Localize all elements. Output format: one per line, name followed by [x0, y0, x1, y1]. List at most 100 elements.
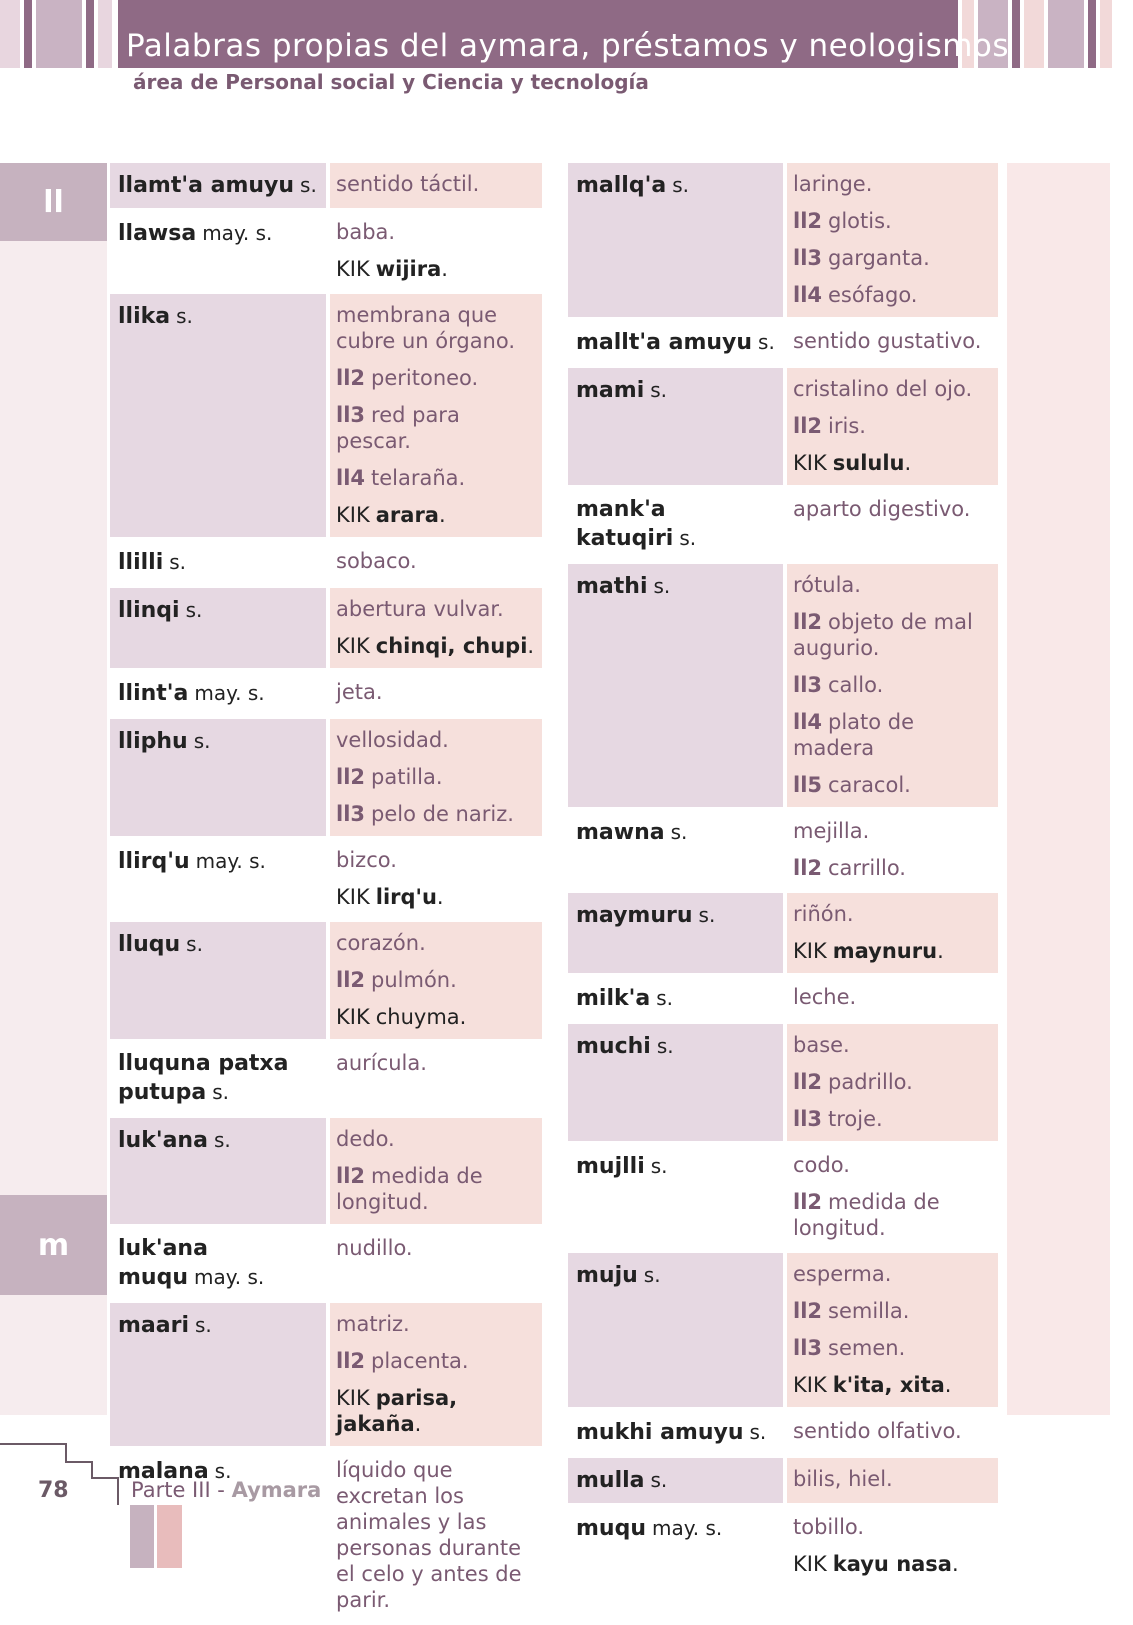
sense: KIK kayu nasa.	[793, 1546, 992, 1583]
headword: llinqi	[118, 598, 180, 623]
part-of-speech: s.	[195, 1313, 212, 1337]
sense: ll2 glotis.	[793, 203, 992, 240]
sense-cell: rótula. ll2 objeto de mal augurio. ll3 callo…	[787, 564, 998, 807]
sense: esperma.	[793, 1256, 992, 1293]
sense-text: riñón.	[793, 902, 854, 926]
sense: aurícula.	[336, 1045, 536, 1082]
sense-text: .	[951, 1552, 959, 1576]
entry: mallt'a amuyu s. sentido gustativo.	[568, 320, 998, 365]
sense-text: sobaco.	[336, 549, 417, 573]
sense: ll3 garganta.	[793, 240, 992, 277]
sense: ll2 medida de longitud.	[793, 1184, 992, 1247]
sense-text: esperma.	[793, 1262, 892, 1286]
entry: mulla s. bilis, hiel.	[568, 1458, 998, 1503]
part-of-speech: s.	[749, 1420, 767, 1444]
headword-cell: mami s.	[568, 368, 783, 485]
headword: llint'a	[118, 681, 189, 706]
sense: ll2 peritoneo.	[336, 360, 536, 397]
headword: mami	[576, 378, 645, 403]
headword-cell: mukhi amuyu s.	[568, 1410, 783, 1455]
sense-bold: k'ita, xita	[832, 1373, 945, 1397]
sense-text: jeta.	[336, 680, 383, 704]
sense-text: carrillo.	[828, 856, 906, 880]
sense-cell: aurícula.	[330, 1042, 542, 1115]
sense: jeta.	[336, 674, 536, 711]
sense: KIK maynuru.	[793, 933, 992, 970]
entry: muchi s. base. ll2 padrillo. ll3 troje.	[568, 1024, 998, 1141]
sense-text: medida de longitud.	[336, 1164, 483, 1214]
headword-cell: milk'a s.	[568, 976, 783, 1021]
part-of-speech: s.	[213, 1128, 231, 1152]
sense-cell: líquido que excretan los animales y las …	[330, 1449, 542, 1622]
headword-cell: llint'a may. s.	[110, 671, 326, 716]
headword: maari	[118, 1313, 190, 1338]
sense-text: membrana que cubre un órgano.	[336, 303, 516, 353]
sense: ll2 pulmón.	[336, 962, 536, 999]
sense: matriz.	[336, 1306, 536, 1343]
sense-bold: sululu	[832, 451, 905, 475]
sense-marker: ll2	[336, 968, 366, 992]
part-of-speech: s.	[186, 932, 203, 956]
entry: luk'ana s. dedo. ll2 medida de longitud.	[110, 1118, 542, 1224]
side-tab: m	[0, 1195, 107, 1295]
sense: corazón.	[336, 925, 536, 962]
column: mallq'a s. laringe. ll2 glotis. ll3 garganta. l…	[568, 163, 998, 1589]
sense: mejilla.	[793, 813, 992, 850]
sense-marker: ll3	[793, 673, 823, 697]
sense-cell: matriz. ll2 placenta. KIK parisa, jakaña.	[330, 1303, 542, 1446]
sense: ll3 semen.	[793, 1330, 992, 1367]
sense: aparto digestivo.	[793, 491, 992, 528]
headword-cell: mallt'a amuyu s.	[568, 320, 783, 365]
sense-marker: ll2	[793, 610, 823, 634]
sense: ll2 placenta.	[336, 1343, 536, 1380]
part-of-speech: may. s.	[652, 1516, 723, 1540]
sense-marker: ll2	[336, 1349, 366, 1373]
footer-part: Parte III - Aymara	[131, 1478, 321, 1502]
headword: muju	[576, 1263, 638, 1288]
headword: mukhi amuyu	[576, 1420, 744, 1445]
headword: mallt'a amuyu	[576, 330, 753, 355]
headword: mallq'a	[576, 173, 667, 198]
headword-cell: muchi s.	[568, 1024, 783, 1141]
entry: llawsa may. s. baba. KIK wijira.	[110, 211, 542, 291]
sense-text: sentido gustativo.	[793, 329, 982, 353]
sense-text: peritoneo.	[371, 366, 479, 390]
headword: lliphu	[118, 729, 188, 754]
headword-cell: mawna s.	[568, 810, 783, 890]
part-of-speech: s.	[672, 173, 689, 197]
sense: bizco.	[336, 842, 536, 879]
sense: nudillo.	[336, 1230, 536, 1267]
sense-text: nudillo.	[336, 1236, 413, 1260]
sense-text: base.	[793, 1033, 850, 1057]
sense: ll4 esófago.	[793, 277, 992, 314]
sense-marker: KIK	[336, 885, 370, 909]
headword-cell: mallq'a s.	[568, 163, 783, 317]
headword: llamt'a amuyu	[118, 173, 295, 198]
sense-text: red para pescar.	[336, 403, 460, 453]
sense: riñón.	[793, 896, 992, 933]
sense: ll4 plato de madera	[793, 704, 992, 767]
entry: malana s. líquido que excretan los animale…	[110, 1449, 542, 1622]
sense-text: glotis.	[828, 209, 892, 233]
part-of-speech: s.	[193, 729, 211, 753]
sense-marker: ll2	[793, 1299, 823, 1323]
headword: mulla	[576, 1468, 645, 1493]
headword-cell: mulla s.	[568, 1458, 783, 1503]
sense-cell: corazón. ll2 pulmón. KIK chuyma.	[330, 922, 542, 1039]
sense-cell: membrana que cubre un órgano. ll2 peritone…	[330, 294, 542, 537]
headword: llilli	[118, 550, 164, 575]
sense-cell: dedo. ll2 medida de longitud.	[330, 1118, 542, 1224]
sense: ll2 carrillo.	[793, 850, 992, 887]
sense-text: .	[944, 1373, 952, 1397]
headword-cell: llilli s.	[110, 540, 326, 585]
sense: ll2 iris.	[793, 408, 992, 445]
sense-text: callo.	[828, 673, 884, 697]
sense: membrana que cubre un órgano.	[336, 297, 536, 360]
sense-text: rótula.	[793, 573, 861, 597]
headword-cell: llamt'a amuyu s.	[110, 163, 326, 208]
header-subtitle: área de Personal social y Ciencia y tecn…	[133, 70, 649, 94]
sense-text: iris.	[828, 414, 866, 438]
sense-marker: ll3	[336, 403, 366, 427]
entry: mank'a katuqiri s. aparto digestivo.	[568, 488, 998, 561]
sense: tobillo.	[793, 1509, 992, 1546]
